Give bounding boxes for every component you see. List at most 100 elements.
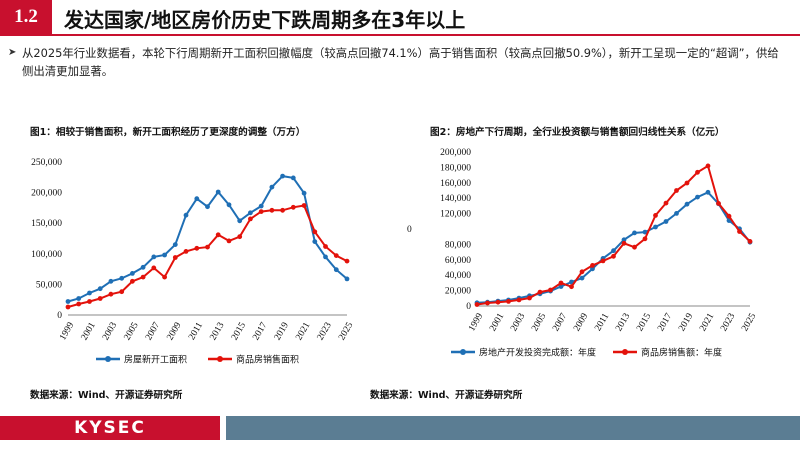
data-point bbox=[172, 255, 178, 260]
footer-bar bbox=[226, 416, 800, 440]
data-point bbox=[194, 245, 200, 251]
data-point bbox=[237, 218, 243, 224]
x-tick-label: 2003 bbox=[101, 321, 119, 343]
series-1 bbox=[65, 173, 350, 304]
data-point bbox=[600, 258, 606, 264]
x-tick-label: 2015 bbox=[230, 321, 248, 343]
data-point bbox=[140, 264, 146, 270]
data-point bbox=[558, 280, 564, 286]
data-point bbox=[226, 238, 232, 244]
data-point bbox=[737, 229, 742, 234]
x-tick-label: 2025 bbox=[740, 312, 758, 334]
data-point bbox=[705, 163, 711, 169]
data-point bbox=[258, 209, 264, 214]
data-point bbox=[237, 234, 243, 240]
data-point bbox=[653, 213, 658, 218]
data-point bbox=[674, 211, 679, 216]
data-point bbox=[312, 239, 318, 244]
data-point bbox=[695, 194, 700, 200]
data-point bbox=[506, 299, 511, 304]
data-point bbox=[280, 173, 285, 179]
data-point bbox=[226, 202, 232, 208]
y-tick-label: 140,000 bbox=[440, 194, 471, 204]
data-point bbox=[632, 244, 637, 250]
x-tick-label: 2023 bbox=[719, 312, 737, 334]
x-tick-label: 2011 bbox=[593, 312, 611, 333]
x-tick-label: 2007 bbox=[144, 321, 162, 343]
data-point bbox=[258, 203, 264, 209]
x-tick-label: 2007 bbox=[551, 312, 569, 334]
chart-2-investment-vs-sales-value: 0 20,000 40,000 60,000 80,000 120,000 140,000 1… bbox=[407, 148, 758, 358]
y-tick-label: 120,000 bbox=[440, 210, 471, 220]
x-tick-label: 2017 bbox=[251, 321, 269, 343]
data-point bbox=[312, 229, 318, 235]
data-point bbox=[172, 242, 178, 247]
data-point bbox=[205, 204, 210, 210]
chart-1-title: 图1：相较于销售面积，新开工面积经历了更深度的调整（万方） bbox=[30, 127, 306, 138]
data-point bbox=[590, 266, 595, 272]
y-tick-label: 40,000 bbox=[445, 271, 471, 281]
legend-label: 房地产开发投资完成额：年度 bbox=[479, 347, 596, 358]
data-point bbox=[269, 184, 275, 190]
data-point bbox=[162, 252, 168, 258]
data-point bbox=[323, 254, 328, 260]
x-tick-label: 2011 bbox=[187, 321, 205, 342]
data-point bbox=[290, 175, 296, 181]
x-tick-label: 2017 bbox=[656, 312, 674, 334]
data-point bbox=[108, 291, 114, 297]
y-tick-label: 180,000 bbox=[440, 163, 471, 173]
data-point bbox=[301, 190, 307, 196]
data-point bbox=[642, 236, 648, 242]
data-point bbox=[269, 207, 275, 213]
y-tick-label: 80,000 bbox=[445, 240, 471, 250]
x-tick-label: 2023 bbox=[316, 321, 334, 343]
data-point bbox=[151, 265, 157, 271]
x-tick-label: 2025 bbox=[337, 321, 355, 343]
bullet-arrow-icon: ➤ bbox=[8, 47, 17, 58]
series-line bbox=[67, 204, 348, 308]
data-point bbox=[516, 297, 522, 303]
data-point bbox=[183, 249, 189, 254]
x-tick-label: 2003 bbox=[509, 312, 527, 334]
data-point bbox=[558, 284, 564, 289]
data-point bbox=[653, 224, 658, 230]
y-axis-stray-label: 0 bbox=[407, 225, 412, 235]
y-tick-label: 0 bbox=[466, 302, 471, 312]
x-tick-label: 2001 bbox=[80, 321, 98, 343]
slide-header: 1.2 发达国家/地区房价历史下跌周期多在3年以上 bbox=[0, 0, 800, 36]
y-tick-label: 200,000 bbox=[31, 189, 62, 199]
data-point bbox=[684, 180, 690, 186]
data-point bbox=[674, 188, 679, 193]
x-tick-label: 1999 bbox=[58, 321, 76, 343]
data-point bbox=[108, 278, 114, 284]
data-point bbox=[716, 201, 721, 206]
y-tick-label: 250,000 bbox=[31, 158, 62, 168]
x-tick-label: 2019 bbox=[273, 321, 291, 343]
x-tick-label: 2021 bbox=[698, 312, 716, 334]
section-number-badge: 1.2 bbox=[0, 0, 52, 34]
data-point bbox=[215, 232, 221, 238]
data-point bbox=[97, 296, 103, 301]
kysec-logo: KYSEC bbox=[0, 416, 220, 440]
x-tick-label: 2015 bbox=[635, 312, 653, 334]
data-point bbox=[130, 278, 135, 284]
x-tick-label: 2001 bbox=[488, 312, 506, 334]
data-point bbox=[65, 304, 71, 310]
x-tick-label: 2009 bbox=[572, 312, 590, 334]
data-point bbox=[130, 271, 135, 276]
data-point bbox=[119, 275, 125, 281]
series-line bbox=[476, 164, 751, 306]
series-line bbox=[476, 191, 751, 304]
x-tick-label: 2009 bbox=[166, 321, 184, 343]
x-tick-label: 2013 bbox=[614, 312, 632, 334]
summary-text: 从2025年行业数据看，本轮下行周期新开工面积回撤幅度（较高点回撤74.1%）高… bbox=[22, 46, 779, 78]
data-point bbox=[344, 258, 350, 264]
data-point bbox=[140, 274, 146, 280]
data-point bbox=[248, 210, 253, 216]
header-divider bbox=[0, 34, 800, 36]
data-point bbox=[590, 263, 595, 268]
legend-marker bbox=[622, 349, 628, 355]
data-point bbox=[747, 239, 753, 244]
y-tick-label: 0 bbox=[57, 311, 62, 321]
